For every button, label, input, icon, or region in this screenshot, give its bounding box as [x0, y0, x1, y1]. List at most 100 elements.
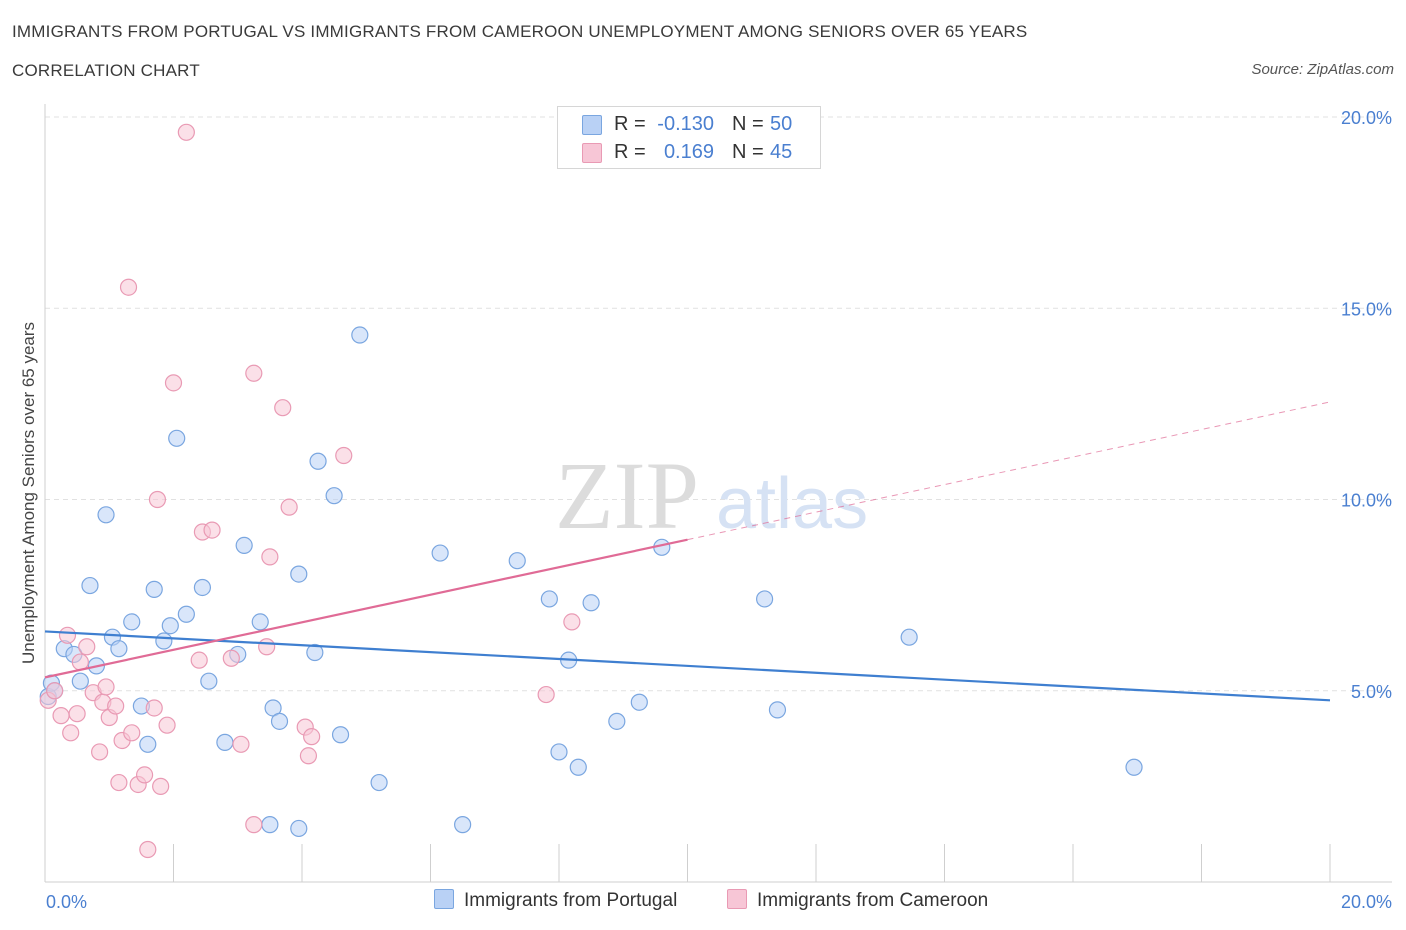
legend-r-value: -0.130: [657, 113, 714, 135]
data-point-portugal: [161, 617, 179, 635]
data-point-cameroon: [135, 766, 154, 784]
y-tick-label: 10.0%: [1341, 491, 1392, 511]
data-point-portugal: [216, 733, 234, 751]
legend-n-value: 50: [770, 113, 793, 135]
data-point-portugal: [370, 773, 388, 792]
source-label: Source: ZipAtlas.com: [1251, 61, 1394, 78]
data-point-cameroon: [58, 626, 77, 644]
data-point-cameroon: [280, 498, 298, 516]
data-point-portugal: [325, 487, 343, 505]
data-point-portugal: [309, 452, 327, 470]
data-point-portugal: [900, 628, 918, 646]
data-point-cameroon: [335, 446, 353, 465]
data-point-cameroon: [164, 374, 183, 392]
y-tick-label: 15.0%: [1341, 299, 1392, 319]
bottom-legend-swatch-portugal: [434, 889, 454, 909]
bottom-legend-cameroon: Immigrants from Cameroon: [727, 889, 988, 912]
data-point-cameroon: [190, 651, 208, 669]
data-point-portugal: [550, 743, 568, 761]
data-point-portugal: [155, 632, 173, 650]
bottom-legend-portugal: Immigrants from Portugal: [434, 889, 677, 912]
data-point-portugal: [168, 429, 186, 447]
data-point-cameroon: [123, 724, 141, 742]
gridlines: [45, 116, 1392, 692]
data-point-cameroon: [68, 705, 86, 723]
axes: [44, 104, 1392, 883]
data-point-cameroon: [158, 716, 176, 734]
legend-r-value: 0.169: [663, 141, 714, 163]
data-point-portugal: [630, 693, 648, 711]
data-point-cameroon: [299, 747, 318, 765]
bottom-legend-swatch-cameroon: [727, 889, 747, 909]
bottom-legend-label-portugal: Immigrants from Portugal: [464, 890, 678, 911]
data-point-portugal: [351, 326, 369, 344]
data-point-cameroon: [258, 638, 276, 656]
data-point-cameroon: [303, 728, 321, 746]
watermark-atlas: atlas: [716, 464, 868, 544]
legend-r-label: R =: [614, 141, 646, 163]
y-tick-label: 5.0%: [1351, 682, 1392, 702]
legend-r-label: R =: [614, 113, 646, 135]
data-point-portugal: [540, 590, 558, 608]
data-point-portugal: [755, 590, 774, 608]
x-tick-label: 20.0%: [1341, 892, 1392, 912]
chart-subtitle: CORRELATION CHART: [12, 61, 200, 80]
data-point-portugal: [1125, 758, 1143, 776]
series-portugal-points: [39, 326, 1143, 838]
data-point-portugal: [139, 735, 157, 753]
data-point-portugal: [123, 613, 141, 631]
data-point-cameroon: [152, 777, 170, 795]
data-point-portugal: [431, 544, 449, 562]
y-tick-label: 20.0%: [1341, 108, 1392, 128]
trend-line-portugal: [44, 630, 1331, 702]
data-point-portugal: [251, 613, 269, 631]
data-point-cameroon: [91, 743, 109, 761]
legend-swatch-portugal: [582, 115, 602, 135]
y-axis-label: Unemployment Among Seniors over 65 years: [19, 321, 38, 665]
data-point-cameroon: [97, 678, 115, 696]
trend-line-cameroon: [44, 538, 688, 679]
data-point-portugal: [608, 712, 626, 730]
data-point-portugal: [306, 643, 324, 662]
data-point-cameroon: [232, 735, 250, 753]
data-point-cameroon: [139, 840, 157, 859]
data-point-cameroon: [274, 399, 292, 417]
watermark: ZIP atlas: [555, 442, 868, 549]
legend-swatch-cameroon: [582, 143, 602, 163]
trend-lines: [44, 401, 1331, 702]
data-point-cameroon: [52, 707, 70, 725]
data-point-cameroon: [107, 697, 125, 715]
data-point-portugal: [290, 565, 308, 583]
data-point-cameroon: [145, 699, 163, 717]
data-point-portugal: [193, 578, 212, 597]
stats-legend: R = -0.130 N = 50 R = 0.169 N = 45: [557, 106, 821, 169]
data-point-cameroon: [148, 490, 167, 509]
data-point-cameroon: [261, 548, 279, 566]
data-point-cameroon: [46, 682, 64, 700]
data-point-cameroon: [222, 649, 240, 667]
data-point-portugal: [270, 712, 289, 730]
data-point-portugal: [331, 726, 350, 744]
data-point-cameroon: [177, 123, 195, 141]
data-point-portugal: [582, 594, 600, 612]
data-point-portugal: [768, 701, 787, 719]
tick-labels: 5.0% 10.0% 15.0% 20.0% 0.0% 20.0%: [46, 108, 1392, 912]
data-point-portugal: [145, 580, 163, 598]
chart-title: IMMIGRANTS FROM PORTUGAL VS IMMIGRANTS F…: [12, 22, 1028, 41]
data-point-cameroon: [245, 816, 263, 834]
data-point-cameroon: [245, 364, 263, 382]
data-point-cameroon: [537, 685, 555, 704]
data-point-portugal: [454, 816, 472, 834]
data-point-cameroon: [119, 278, 138, 296]
data-point-cameroon: [110, 773, 128, 792]
data-point-cameroon: [563, 613, 581, 631]
data-point-portugal: [508, 552, 526, 570]
data-point-cameroon: [78, 638, 96, 656]
data-point-portugal: [110, 640, 128, 658]
x-tick-label: 0.0%: [46, 892, 87, 912]
series-cameroon-points: [39, 123, 581, 859]
data-point-portugal: [177, 605, 195, 623]
legend-n-label: N =: [732, 141, 764, 163]
data-point-portugal: [97, 506, 115, 524]
